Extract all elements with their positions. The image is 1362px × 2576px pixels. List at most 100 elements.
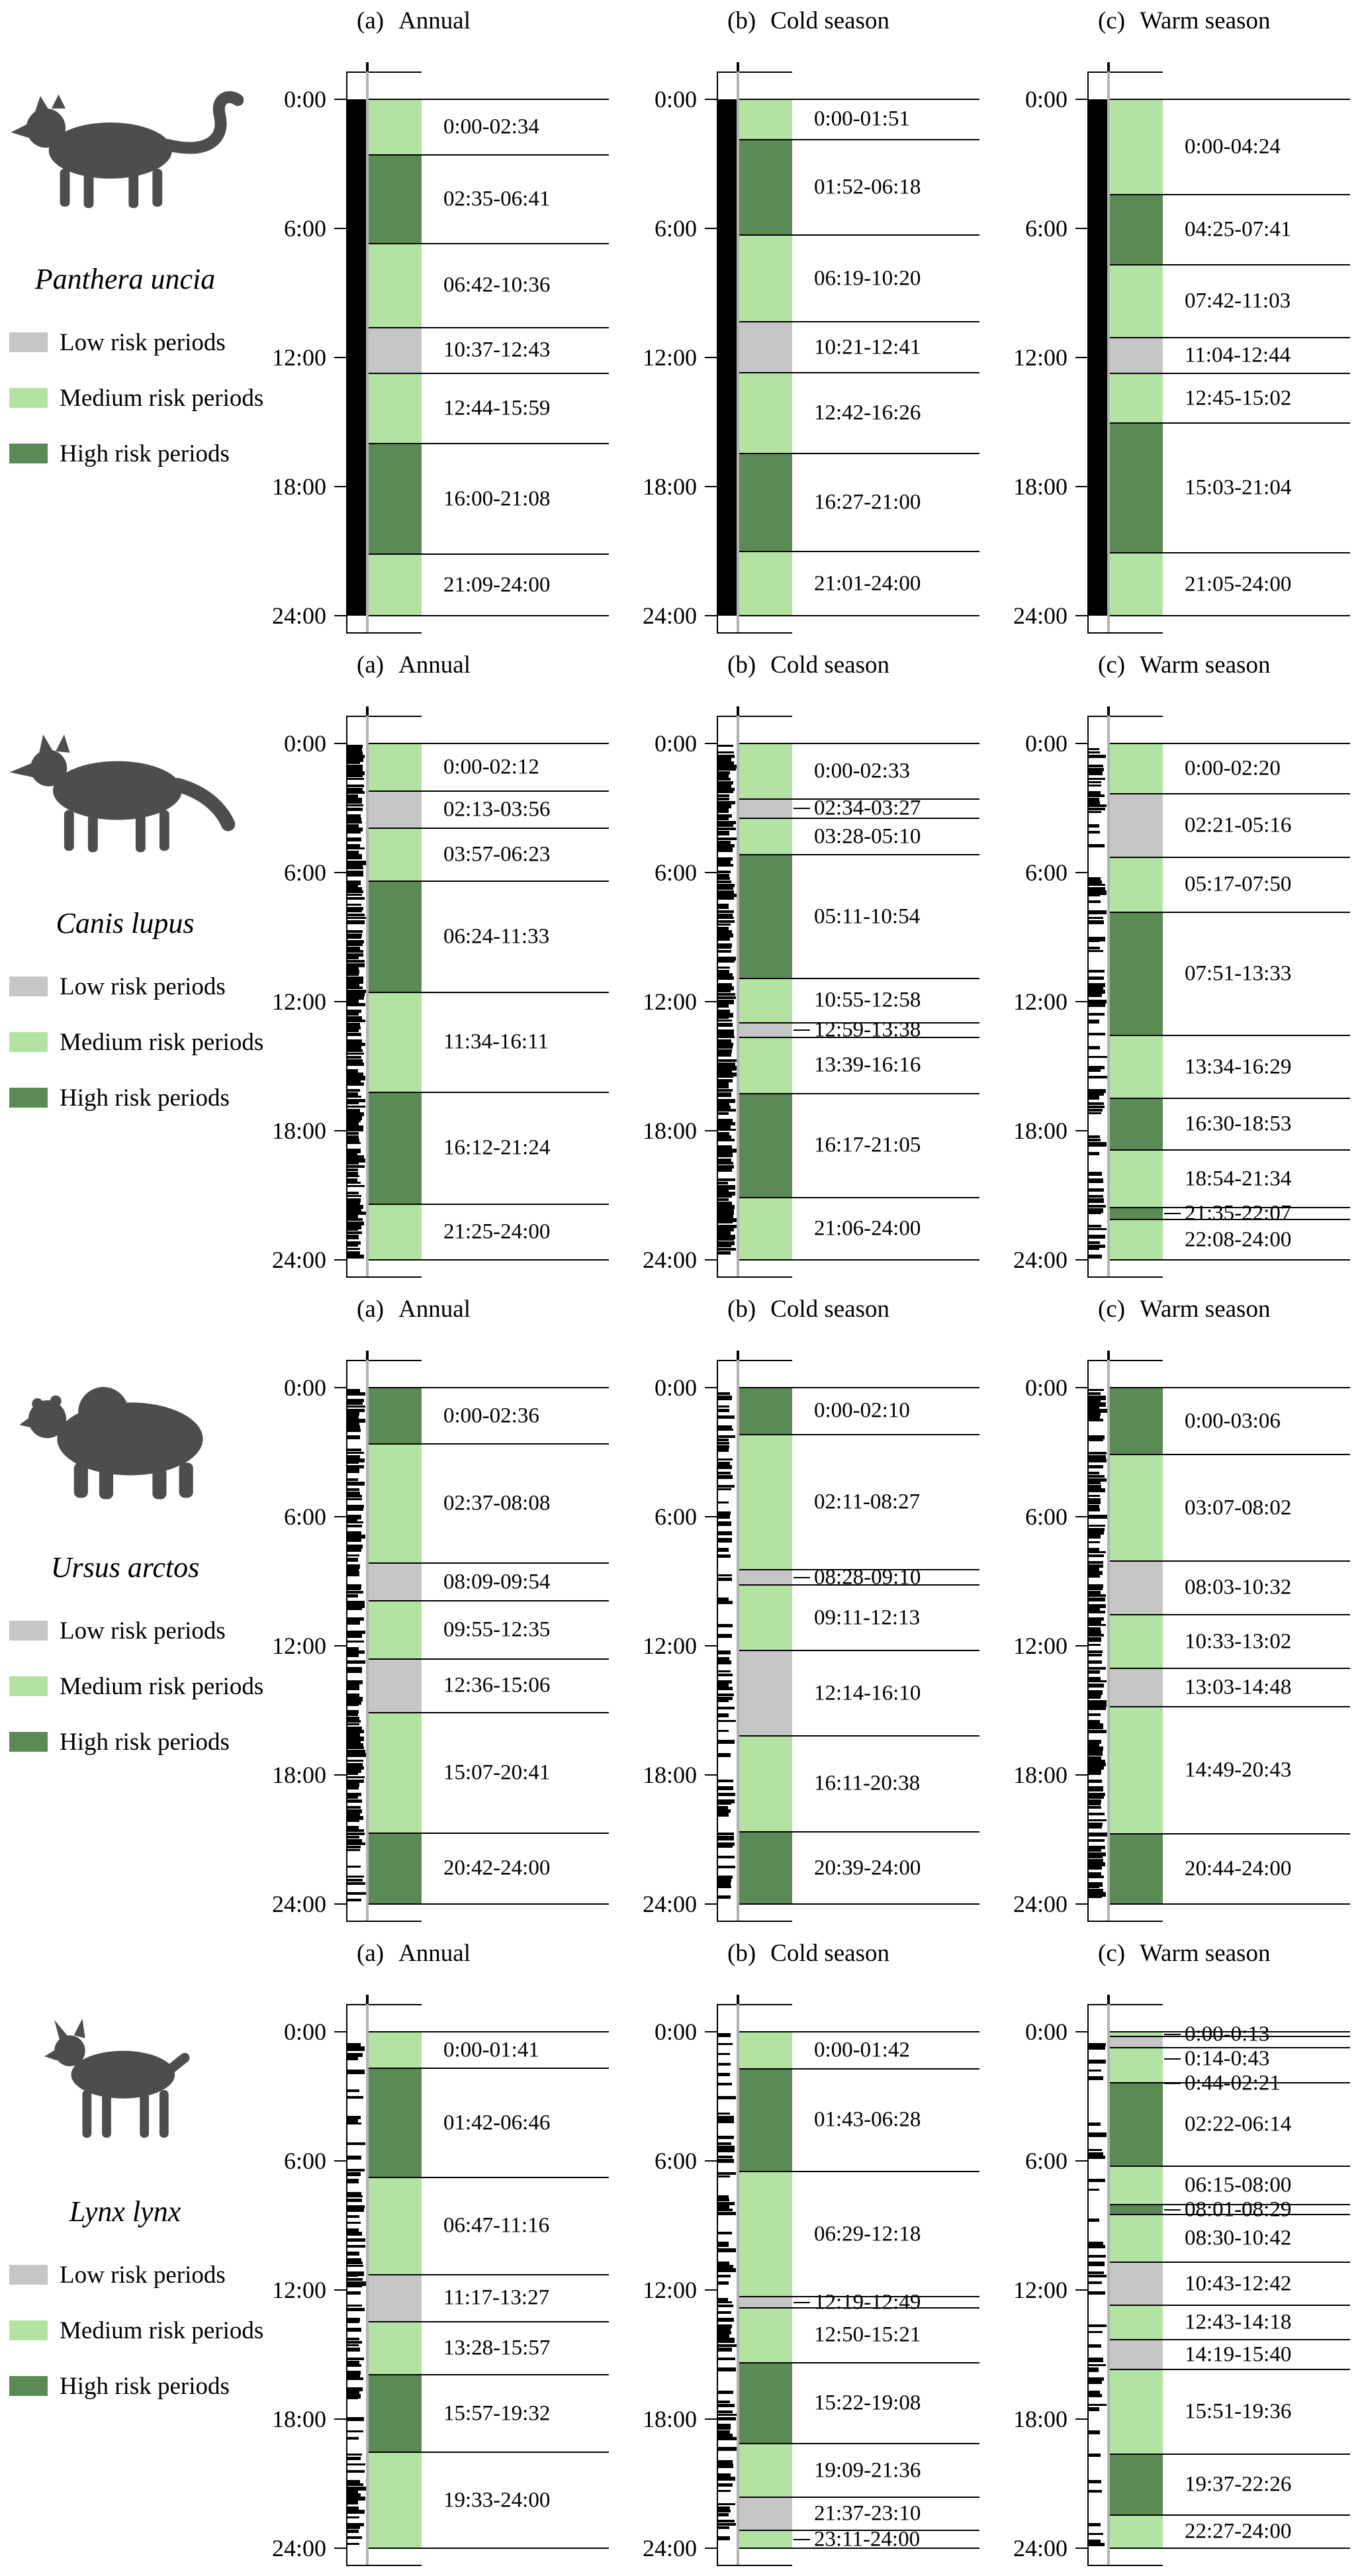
risk-band-medium <box>739 818 792 855</box>
activity-rug-tick <box>718 2358 735 2360</box>
activity-rug-tick <box>718 2083 732 2085</box>
segment-boundary-line <box>739 798 979 800</box>
risk-band-medium <box>739 978 792 1023</box>
activity-rug-tick <box>718 1879 731 1882</box>
activity-rug-tick <box>718 1185 735 1190</box>
segment-time-label: 16:00-21:08 <box>443 487 551 511</box>
segment-boundary-line <box>369 1658 609 1660</box>
activity-rug-tick <box>718 2242 729 2246</box>
panel-title: (a) Annual <box>357 651 471 679</box>
rug-band-divider <box>1107 1360 1110 1921</box>
activity-rug-tick <box>718 788 735 791</box>
risk-band-high <box>369 1388 422 1444</box>
activity-rug-tick <box>1089 1033 1105 1035</box>
activity-rug-tick <box>718 745 733 747</box>
activity-rug-tick <box>718 841 731 844</box>
segment-boundary-line <box>369 243 609 244</box>
activity-rug-tick <box>718 1178 735 1181</box>
y-axis-tick <box>1075 1903 1087 1905</box>
segment-time-label: 0:14-0:43 <box>1185 2046 1270 2071</box>
activity-rug-tick <box>718 1842 735 1846</box>
activity-rug-tick <box>1089 808 1105 810</box>
activity-rug-tick <box>718 1740 735 1744</box>
y-axis-tick-label: 18:00 <box>271 2406 326 2432</box>
activity-rug-tick <box>347 1092 358 1096</box>
panel-title: (a) Annual <box>357 1939 471 1968</box>
activity-rug-tick <box>347 2308 365 2311</box>
activity-rug-tick <box>347 1010 361 1013</box>
panel-season-title: Annual <box>398 1296 471 1323</box>
activity-rug-tick <box>718 1082 729 1087</box>
activity-rug-tick <box>347 2116 361 2119</box>
activity-rug-tick <box>1089 1455 1106 1458</box>
activity-rug-tick <box>347 814 361 818</box>
segment-boundary-line <box>739 1093 979 1094</box>
segment-boundary-line <box>739 1569 979 1570</box>
activity-rug-tick <box>718 2212 736 2215</box>
plot-frame-bottom <box>346 632 422 634</box>
activity-rug-tick <box>718 1102 729 1106</box>
segment-boundary-line <box>1110 264 1350 265</box>
activity-rug-tick <box>347 1670 362 1673</box>
activity-rug-tick <box>718 1063 735 1066</box>
y-axis-tick <box>334 2031 346 2032</box>
activity-rug-tick <box>347 1435 360 1439</box>
activity-rug-tick <box>347 2275 358 2277</box>
activity-rug-tick <box>1089 1690 1103 1695</box>
activity-rug-tick <box>1089 1564 1103 1568</box>
activity-rug-tick <box>347 960 365 963</box>
segment-time-label: 0:00-02:33 <box>814 759 910 783</box>
y-axis-tick-label: 6:00 <box>1024 2148 1067 2174</box>
species-name: Ursus arctos <box>50 1551 200 1584</box>
activity-rug-tick <box>347 1770 361 1773</box>
plot-frame-bottom <box>346 2565 422 2566</box>
activity-rug-tick <box>347 973 359 976</box>
y-axis-tick-label: 0:00 <box>1024 730 1067 757</box>
risk-band-low <box>739 1570 792 1585</box>
risk-band-high <box>369 2068 422 2177</box>
risk-band-high <box>739 2363 792 2444</box>
plot-frame-top-tick <box>366 1351 369 1360</box>
activity-rug-tick <box>1089 1478 1107 1482</box>
panel-title: (c) Warm season <box>1098 1939 1270 1968</box>
risk-band-low <box>369 1563 422 1601</box>
panel-season-title: Annual <box>398 651 471 679</box>
species-row: Ursus arctos Low risk periods Medium risk … <box>0 1288 1362 1932</box>
activity-rug-tick <box>1089 1092 1104 1096</box>
activity-rug-tick <box>1089 1419 1103 1421</box>
activity-rug-tick <box>718 1122 735 1125</box>
activity-rug-tick <box>718 1010 730 1013</box>
activity-rug-tick <box>718 1245 731 1247</box>
activity-rug-tick <box>347 1763 363 1767</box>
risk-band-high <box>369 155 422 244</box>
segment-time-label: 02:37-08:08 <box>443 1491 551 1515</box>
legend-label: Low risk periods <box>60 329 226 356</box>
activity-rug-tick <box>347 1063 364 1066</box>
y-axis-tick <box>705 2418 717 2420</box>
activity-rug-tick <box>718 920 735 923</box>
activity-rug-tick <box>347 1766 364 1770</box>
activity-rug-tick <box>1089 1670 1100 1674</box>
risk-band-medium <box>1110 1615 1163 1668</box>
activity-rug-tick <box>347 1409 365 1412</box>
activity-rug-tick <box>347 1505 364 1508</box>
activity-rug-tick <box>1089 920 1104 924</box>
y-axis-tick <box>334 1259 346 1261</box>
y-axis-tick <box>705 2289 717 2291</box>
activity-rug-tick <box>347 1149 361 1153</box>
risk-band-high <box>369 2375 422 2452</box>
y-axis-tick-label: 6:00 <box>654 1503 697 1530</box>
activity-rug-tick <box>718 2404 735 2407</box>
activity-rug-tick <box>347 1750 365 1753</box>
activity-rug-tick <box>1089 1046 1100 1049</box>
plot-frame-top-tick <box>1107 1351 1110 1360</box>
y-axis-tick <box>334 2548 346 2549</box>
snow-leopard-illustration-icon <box>5 36 244 255</box>
activity-rug-tick <box>347 2371 361 2375</box>
segment-boundary-line <box>1110 2262 1350 2263</box>
activity-rug-tick <box>1089 1740 1101 1744</box>
y-axis-tick-label: 18:00 <box>271 1118 326 1144</box>
activity-rug-tick <box>718 755 735 758</box>
risk-band-medium <box>369 373 422 444</box>
y-axis-tick <box>705 615 717 616</box>
